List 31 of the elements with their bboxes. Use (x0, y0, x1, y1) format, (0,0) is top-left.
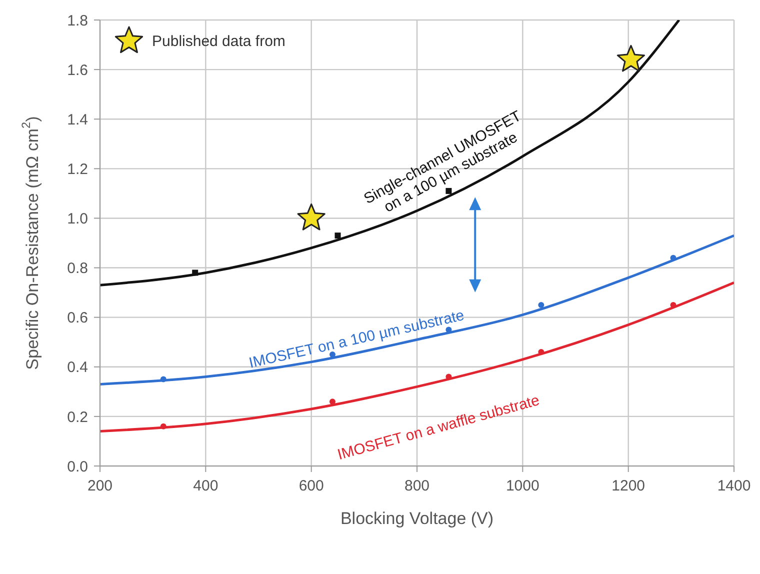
y-tick-label: 1.0 (67, 210, 88, 228)
y-tick-label: 1.8 (67, 12, 88, 30)
y-tick-label: 0.8 (67, 260, 88, 278)
point (192, 270, 198, 276)
point (334, 232, 341, 239)
line-series (100, 234, 734, 386)
x-tick-label: 1000 (506, 478, 540, 495)
x-tick-label: 1400 (717, 478, 751, 495)
y-tick-label: 1.2 (67, 160, 88, 178)
y-tick-label: 0.0 (67, 458, 88, 476)
point (538, 302, 544, 308)
point (297, 203, 326, 230)
point (616, 44, 646, 72)
legend-label: Published data from (152, 32, 286, 50)
x-tick-label: 200 (87, 478, 113, 495)
point (160, 423, 166, 430)
x-tick-label: 800 (404, 478, 430, 495)
y-tick-label: 0.4 (67, 359, 88, 376)
y-tick-label: 1.6 (67, 62, 88, 79)
x-tick-label: 400 (193, 478, 218, 495)
line-series (100, 20, 680, 286)
x-tick-label: 1200 (612, 478, 646, 495)
text: IMOSFET on a 100 µm substrate (247, 306, 466, 372)
point (538, 349, 544, 356)
y-tick-label: 0.6 (67, 310, 88, 327)
y-tick-label: 1.4 (67, 111, 88, 128)
point (329, 352, 336, 358)
y-tick-label: 0.2 (67, 408, 88, 426)
point (160, 376, 166, 382)
x-tick-label: 600 (298, 478, 324, 495)
x-axis-title: Blocking Voltage (V) (340, 509, 494, 528)
